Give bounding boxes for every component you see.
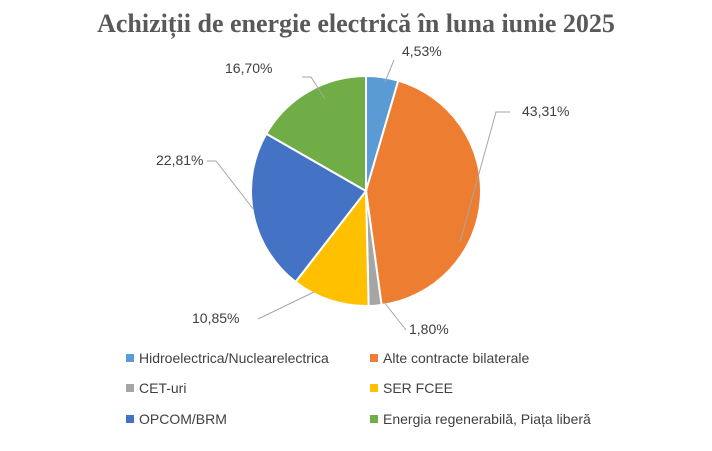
legend-swatch <box>370 354 378 362</box>
data-label: 43,31% <box>522 103 569 119</box>
leader-line <box>257 291 315 320</box>
data-label: 10,85% <box>192 310 239 326</box>
leader-line <box>459 111 510 243</box>
legend: Hidroelectrica/Nuclearelectrica Alte cont… <box>126 350 591 427</box>
leader-line <box>302 76 326 100</box>
legend-label: Alte contracte bilaterale <box>383 350 530 366</box>
chart-title: Achiziții de energie electrică în luna i… <box>97 9 615 39</box>
data-label: 1,80% <box>409 321 449 337</box>
legend-swatch <box>126 415 134 423</box>
data-label: 16,70% <box>225 60 272 76</box>
legend-label: Energia regenerabilă, Piața liberă <box>383 411 591 427</box>
pie-slices <box>250 74 482 307</box>
data-labels: 4,53% 43,31% 1,80% 10,85% 22,81% 16,70% <box>156 43 569 337</box>
legend-swatch <box>126 384 134 392</box>
leader-line <box>384 59 395 83</box>
leader-line <box>207 160 255 211</box>
legend-label: Hidroelectrica/Nuclearelectrica <box>139 350 329 366</box>
leader-line <box>383 301 407 331</box>
legend-swatch <box>126 354 134 362</box>
legend-label: SER FCEE <box>383 380 453 396</box>
pie-slice <box>364 79 482 307</box>
legend-label: CET-uri <box>139 380 186 396</box>
pie-slice <box>294 188 370 307</box>
data-label: 22,81% <box>156 152 203 168</box>
legend-label: OPCOM/BRM <box>139 411 227 427</box>
pie-slice <box>250 132 368 284</box>
data-label: 4,53% <box>402 43 442 59</box>
pie-slice <box>264 74 367 193</box>
legend-swatch <box>370 415 378 423</box>
legend-swatch <box>370 384 378 392</box>
leader-lines <box>207 59 510 331</box>
